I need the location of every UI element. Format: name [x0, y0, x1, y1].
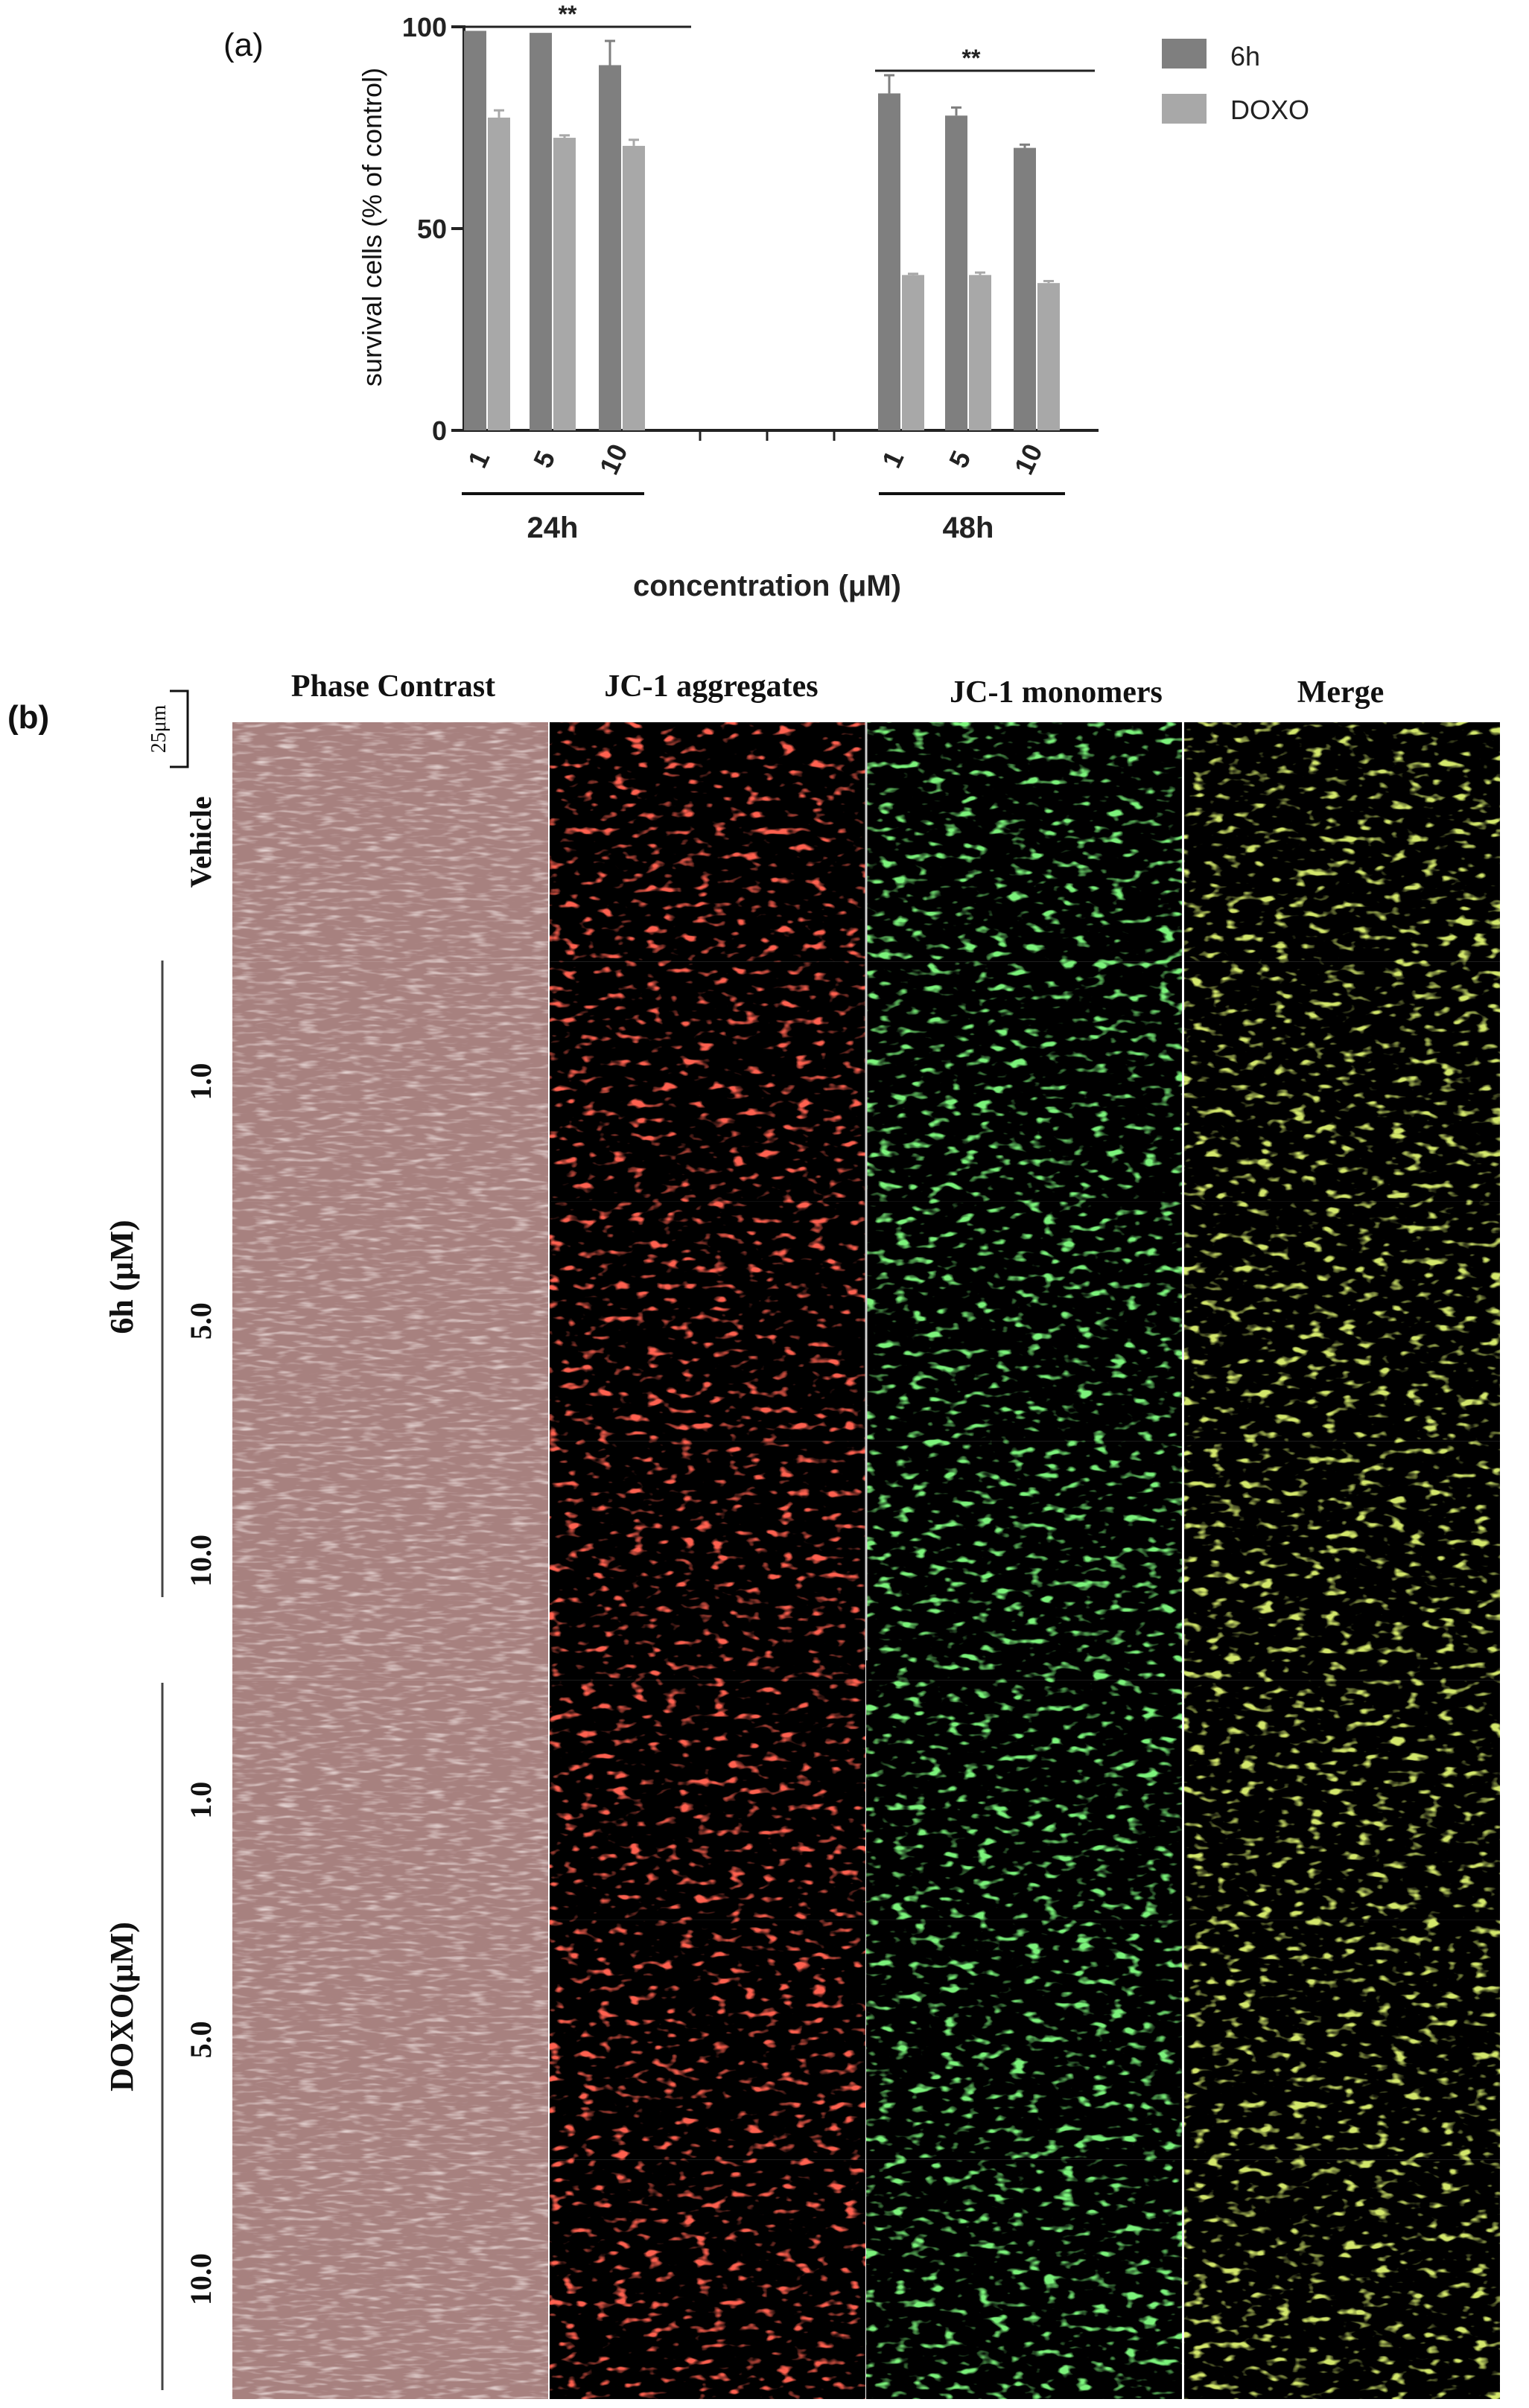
legend-swatch-doxo [1162, 94, 1207, 124]
micrograph-merge [1184, 1680, 1500, 1920]
micrograph-phase-contrast [232, 2159, 548, 2399]
panel-a-label: (a) [223, 27, 264, 63]
panel-b: (b) Phase Contrast JC-1 aggregates JC-1 … [7, 669, 1500, 2399]
column-header-merge: Merge [1297, 675, 1385, 710]
row-label: 1.0 [184, 1782, 217, 1819]
row-label: Vehicle [184, 796, 217, 888]
micrograph-jc1-aggregates [550, 2159, 865, 2399]
group-label: 48h [943, 512, 994, 544]
bars [464, 31, 1060, 431]
panel-a: (a) 0 50 100 survival cells (% of control)… [223, 1, 1309, 602]
micrograph-jc1-monomers [866, 1201, 1182, 1442]
micrograph-jc1-monomers [866, 1441, 1182, 1681]
bar-6h [1014, 147, 1036, 430]
scale-bar: 25μm [147, 689, 189, 768]
micrograph-phase-contrast [232, 961, 548, 1202]
x-axis-label: concentration (μM) [633, 570, 901, 602]
micrograph-phase-contrast [232, 1441, 548, 1681]
micrograph-jc1-aggregates [550, 961, 865, 1202]
row-label: 1.0 [184, 1063, 217, 1101]
micrograph-merge [1184, 722, 1500, 962]
micrograph-jc1-monomers [866, 1680, 1182, 1920]
micrograph-phase-contrast [232, 722, 548, 962]
scale-bar-label: 25μm [147, 704, 171, 753]
legend-swatch-6h [1162, 39, 1207, 69]
bar-doxo [1037, 283, 1060, 430]
micrograph-jc1-aggregates [550, 1201, 865, 1442]
micrograph-jc1-aggregates [550, 1441, 865, 1681]
micrograph-jc1-monomers [866, 1920, 1182, 2160]
row-label: 10.0 [184, 2253, 217, 2305]
bar-6h [464, 31, 486, 431]
significance-label: ** [962, 45, 981, 71]
bar-doxo [623, 145, 645, 430]
micrograph-phase-contrast [232, 1920, 548, 2160]
group-label: 24h [527, 512, 579, 544]
bar-6h [599, 65, 621, 431]
y-axis-label: survival cells (% of control) [357, 68, 387, 386]
legend-label-6h: 6h [1230, 41, 1260, 71]
row-label: 5.0 [184, 2021, 217, 2058]
group-label-6h: 6h (μM) [104, 1220, 140, 1334]
micrograph-merge [1184, 1441, 1500, 1681]
micrograph-merge [1184, 1920, 1500, 2160]
row-labels: Vehicle 1.0 5.0 10.0 1.0 5.0 10.0 [184, 796, 217, 2305]
micrograph-phase-contrast [232, 1201, 548, 1442]
micrograph-jc1-aggregates [550, 1680, 865, 1920]
bar-doxo [969, 275, 991, 430]
micrograph-jc1-aggregates [550, 1920, 865, 2160]
significance-label: ** [559, 1, 577, 28]
y-tick-label: 50 [417, 214, 447, 244]
bar-doxo [488, 117, 510, 430]
column-header-aggregates: JC-1 aggregates [604, 669, 818, 704]
x-tick-label: 10 [1008, 439, 1049, 480]
legend-label-doxo: DOXO [1230, 95, 1309, 125]
micrograph-merge [1184, 2159, 1500, 2399]
bar-doxo [902, 275, 924, 430]
column-header-monomers: JC-1 monomers [950, 675, 1163, 710]
column-header-phase: Phase Contrast [291, 669, 495, 704]
micrograph-jc1-aggregates [550, 722, 865, 962]
bar-6h [530, 33, 552, 430]
bar-doxo [553, 138, 576, 431]
x-ticks: 1 5 10 1 5 10 [462, 430, 1049, 480]
x-tick-label: 10 [594, 439, 634, 480]
bar-6h [945, 115, 967, 431]
bar-6h [878, 93, 900, 431]
micrograph-grid [232, 722, 1500, 2399]
micrograph-jc1-monomers [866, 722, 1182, 962]
panel-b-label: (b) [7, 699, 49, 736]
group-label-doxo: DOXO(μM) [104, 1922, 140, 2092]
micrograph-jc1-monomers [866, 961, 1182, 1202]
x-tick-label: 1 [876, 446, 910, 472]
x-tick-label: 1 [462, 446, 496, 472]
micrograph-jc1-monomers [866, 2159, 1182, 2399]
x-tick-label: 5 [943, 446, 977, 472]
y-tick-label: 100 [402, 12, 447, 42]
group-labels: 24h 48h [462, 492, 1065, 544]
row-label: 5.0 [184, 1302, 217, 1340]
y-tick-label: 0 [432, 415, 447, 446]
legend: 6h DOXO [1162, 39, 1309, 125]
y-ticks: 0 50 100 [402, 12, 464, 446]
row-label: 10.0 [184, 1535, 217, 1587]
x-tick-label: 5 [527, 446, 562, 472]
micrograph-merge [1184, 1201, 1500, 1442]
micrograph-phase-contrast [232, 1680, 548, 1920]
significance-markers: ** ** [464, 1, 1095, 72]
micrograph-merge [1184, 961, 1500, 1202]
